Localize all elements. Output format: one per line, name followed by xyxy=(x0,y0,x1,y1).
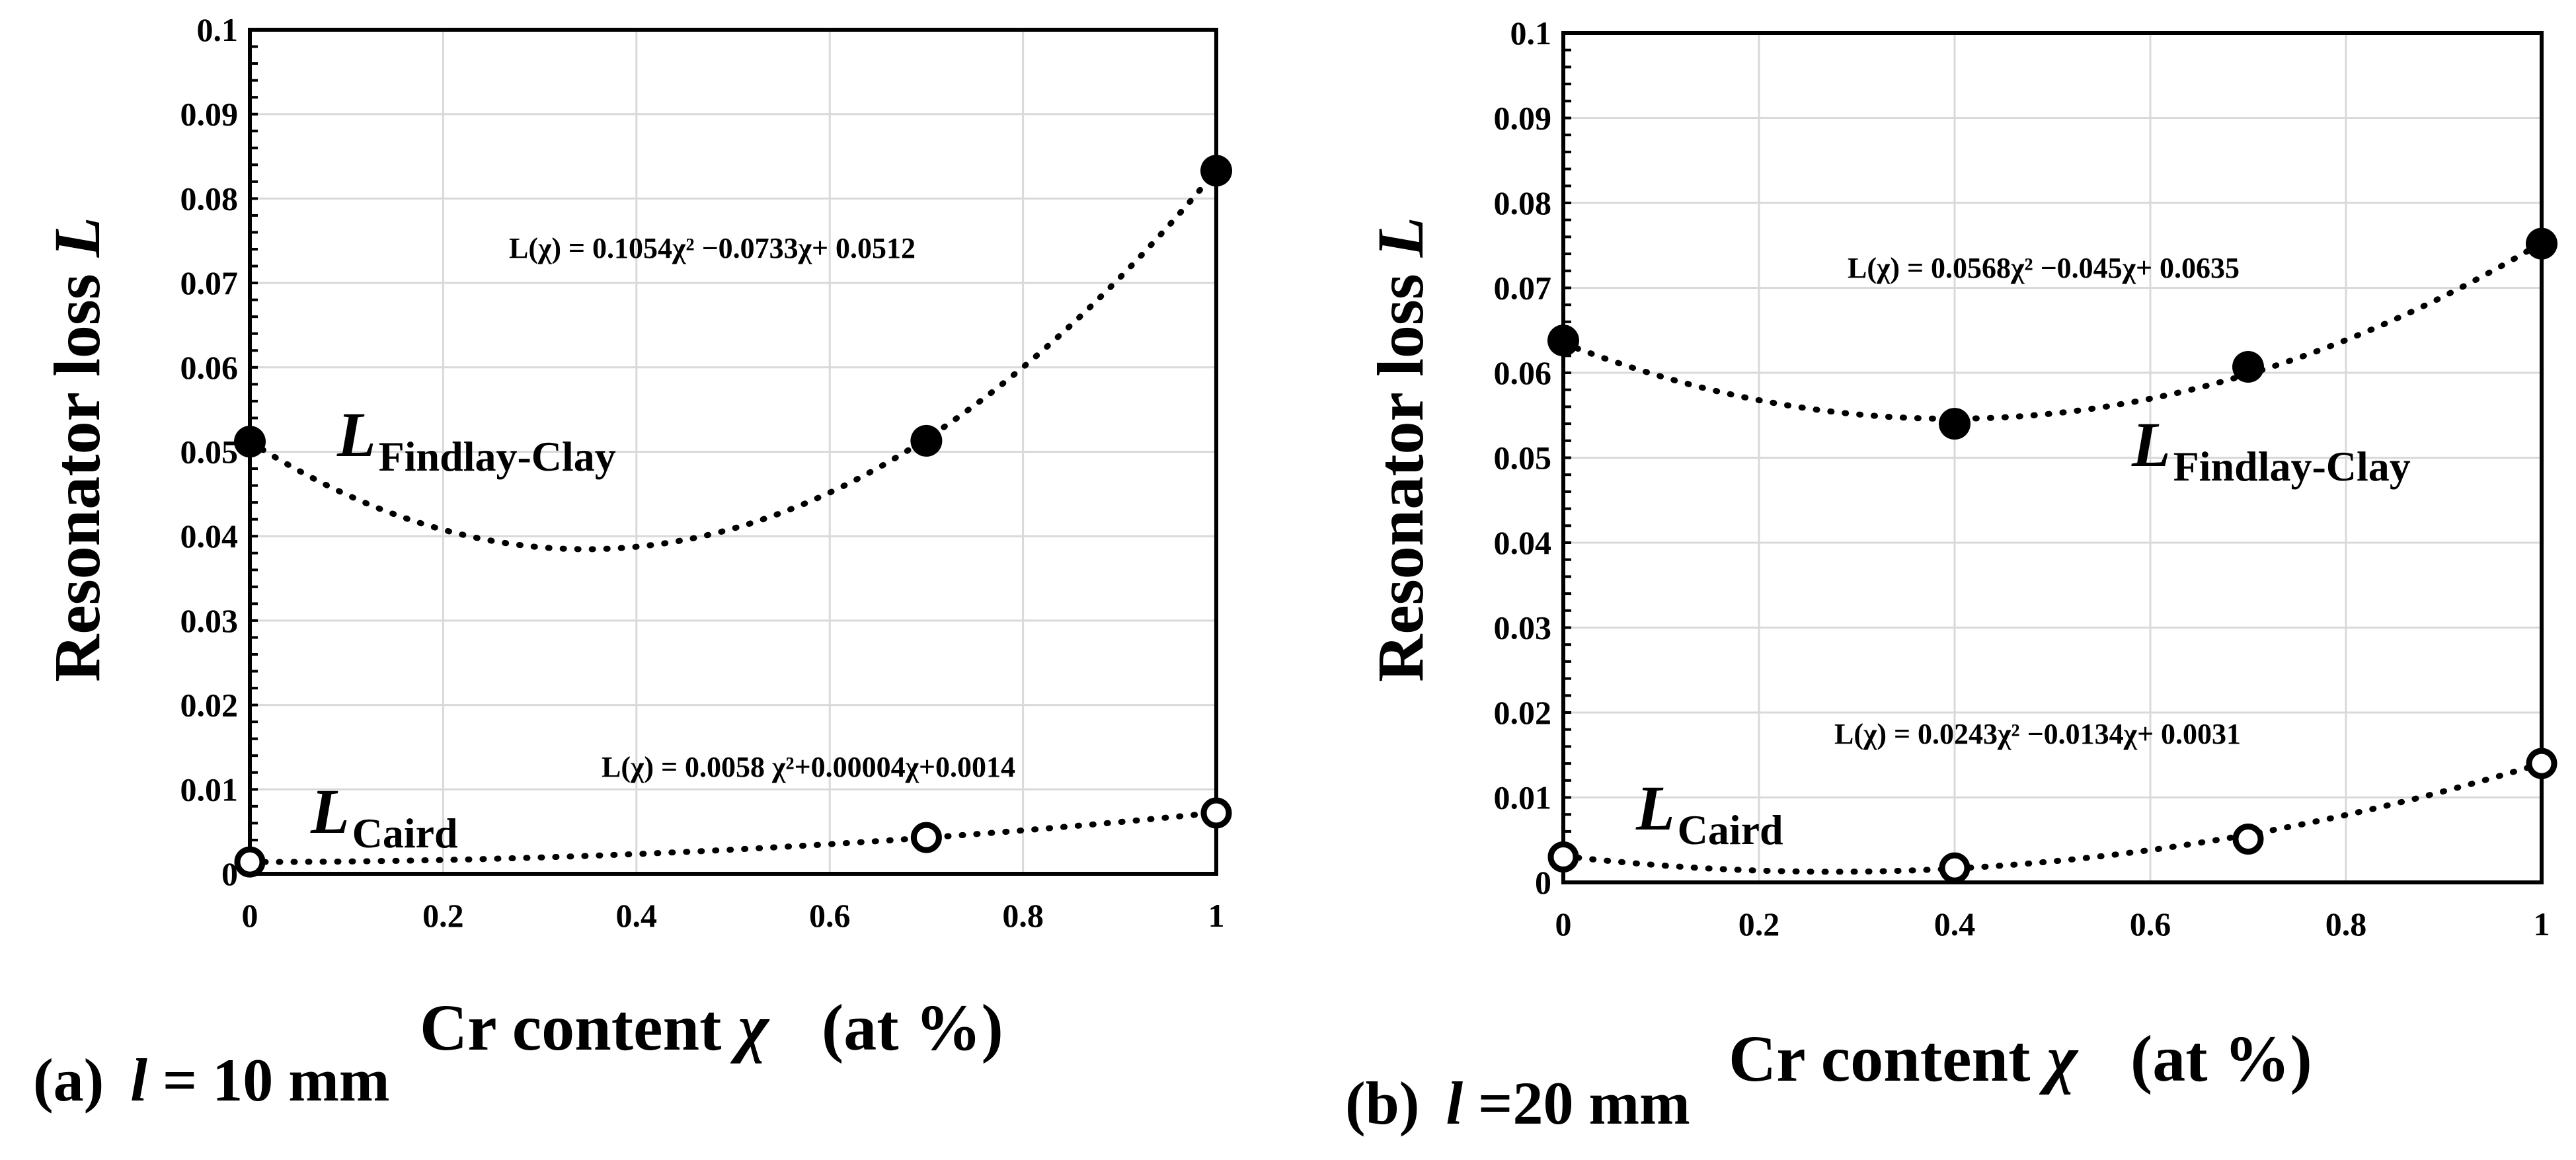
y-axis-label: Resonator loss L xyxy=(40,217,114,682)
x-tick-label: 0 xyxy=(242,897,258,934)
y-tick-label: 0.07 xyxy=(180,264,239,301)
panel-b: 0 0.01 0.02 0.03 0.04 0.05 0.06 0.07 0.08 0.09 0.1… xyxy=(1345,15,2557,1137)
series-label-main: L xyxy=(336,399,376,470)
plot-frame xyxy=(1561,31,2544,884)
x-axis-label: Cr content χ (at %) xyxy=(420,991,1003,1064)
series-label-subscript: Caird xyxy=(1678,806,1783,853)
data-point-caird xyxy=(1547,841,1579,872)
data-point-findlay-clay xyxy=(2526,227,2557,260)
data-point-findlay-clay xyxy=(2232,351,2264,383)
y-axis-label-variable: L xyxy=(40,217,114,258)
data-point-findlay-clay xyxy=(234,426,266,458)
length-symbol: l xyxy=(130,1046,147,1114)
panel-a: 0 0.01 0.02 0.03 0.04 0.05 0.06 0.07 0.08 0.09 0.1… xyxy=(33,11,1232,1114)
y-tick-label: 0.06 xyxy=(1494,354,1552,391)
x-axis-label-unit: (at %) xyxy=(2130,1022,2312,1095)
x-tick-label: 0.2 xyxy=(422,897,464,934)
y-tick-label: 0.1 xyxy=(1510,15,1552,52)
data-point-findlay-clay xyxy=(1547,325,1579,357)
x-tick-label: 0.4 xyxy=(616,897,658,934)
y-tick-label: 0.05 xyxy=(1494,440,1552,477)
x-axis-label-unit: (at %) xyxy=(822,991,1003,1064)
series-label-main: L xyxy=(2131,409,2171,480)
y-tick-label: 0.09 xyxy=(1494,100,1552,137)
data-point-findlay-clay xyxy=(1200,155,1232,187)
y-axis-label-text: Resonator loss xyxy=(1364,257,1437,682)
y-tick-label: 0.04 xyxy=(180,518,239,555)
length-symbol: l xyxy=(1446,1069,1463,1137)
data-point-caird xyxy=(2526,748,2557,779)
y-axis-label: Resonator loss L xyxy=(1364,217,1437,682)
panel-caption: (b) l =20 mm xyxy=(1345,1069,1690,1137)
y-tick-label: 0.01 xyxy=(1494,779,1552,816)
series-label-subscript: Findlay-Clay xyxy=(379,433,616,480)
series-label-subscript: Findlay-Clay xyxy=(2173,443,2411,490)
x-axis-label: Cr content χ (at %) xyxy=(1729,1022,2312,1095)
data-point-findlay-clay xyxy=(1939,408,1971,440)
y-tick-label: 0.06 xyxy=(180,349,239,386)
length-value: = 10 mm xyxy=(147,1046,390,1114)
series-label-main: L xyxy=(310,776,350,847)
data-point-caird xyxy=(1939,852,1971,884)
y-tick-label: 0.02 xyxy=(180,687,239,724)
panel-caption: (a) l = 10 mm xyxy=(33,1046,390,1114)
y-tick-label: 0.09 xyxy=(180,96,239,133)
y-axis-label-text: Resonator loss xyxy=(40,257,114,682)
data-point-caird xyxy=(2232,823,2264,855)
series-label-caird: LCaird xyxy=(310,776,458,857)
fit-equation-caird: L(χ) = 0.0058 χ²+0.00004χ+0.0014 xyxy=(602,751,1015,783)
x-tick-label: 0.4 xyxy=(1934,906,1976,943)
y-tick-label: 0.05 xyxy=(180,434,239,471)
y-tick-label: 0.01 xyxy=(180,771,239,808)
fit-equation-findlay-clay: L(χ) = 0.1054χ² −0.0733χ+ 0.0512 xyxy=(509,232,916,264)
series-label-caird: LCaird xyxy=(1635,773,1783,853)
x-tick-label: 0.6 xyxy=(2130,906,2171,943)
x-tick-label: 1 xyxy=(1208,897,1225,934)
x-axis-label-text: Cr content xyxy=(1729,1022,2047,1095)
x-tick-label: 0.8 xyxy=(1002,897,1044,934)
x-tick-label: 0.6 xyxy=(809,897,851,934)
data-point-findlay-clay xyxy=(910,424,943,457)
y-tick-label: 0.08 xyxy=(180,180,239,217)
series-label-main: L xyxy=(1635,773,1675,843)
trendline-caird xyxy=(247,810,1220,865)
series-label-subscript: Caird xyxy=(352,810,458,857)
y-axis-label-variable: L xyxy=(1364,217,1437,258)
y-tick-label: 0.03 xyxy=(180,602,239,639)
y-tick-label: 0 xyxy=(1535,864,1551,901)
y-tick-label: 0.07 xyxy=(1494,270,1552,307)
fit-equation-findlay-clay: L(χ) = 0.0568χ² −0.045χ+ 0.0635 xyxy=(1848,252,2240,284)
x-tick-label: 1 xyxy=(2534,906,2550,943)
data-point-caird xyxy=(234,846,266,878)
y-tick-label: 0.04 xyxy=(1494,524,1552,561)
x-tick-label: 0 xyxy=(1555,906,1572,943)
x-tick-label: 0.8 xyxy=(2325,906,2367,943)
trendline-caird xyxy=(1560,760,2545,875)
data-point-caird xyxy=(910,822,942,853)
data-point-caird xyxy=(1200,797,1232,829)
x-tick-label: 0.2 xyxy=(1738,906,1780,943)
series-label-findlay-clay: LFindlay-Clay xyxy=(2131,409,2411,490)
panel-letter: (b) xyxy=(1345,1069,1419,1137)
series-label-findlay-clay: LFindlay-Clay xyxy=(336,399,616,480)
trendline-findlay-clay xyxy=(247,167,1220,553)
panel-letter: (a) xyxy=(33,1046,104,1114)
x-axis-label-text: Cr content xyxy=(420,991,738,1064)
fit-equation-caird: L(χ) = 0.0243χ² −0.0134χ+ 0.0031 xyxy=(1834,718,2241,750)
y-tick-label: 0.1 xyxy=(197,11,239,48)
y-tick-label: 0.08 xyxy=(1494,184,1552,221)
y-tick-label: 0.02 xyxy=(1494,694,1552,731)
length-value: =20 mm xyxy=(1463,1069,1690,1137)
y-tick-label: 0.03 xyxy=(1494,609,1552,646)
